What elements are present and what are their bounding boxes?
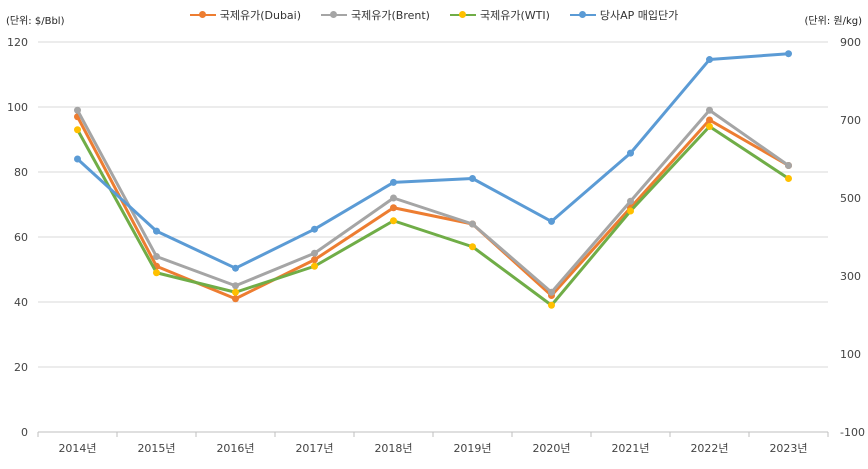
x-tick-label: 2019년 <box>453 442 491 455</box>
data-point <box>469 243 476 251</box>
series-line-3 <box>76 52 790 270</box>
left-axis-unit: (단위: $/Bbl) <box>6 16 65 27</box>
data-point <box>153 253 160 260</box>
data-point <box>232 295 239 303</box>
data-point <box>311 249 318 257</box>
data-point <box>706 116 713 124</box>
data-point <box>232 288 239 296</box>
x-tick-label: 2014년 <box>58 442 96 455</box>
data-point <box>390 204 397 212</box>
data-point <box>390 217 397 225</box>
y-right-tick-label: 300 <box>840 270 861 283</box>
data-point <box>390 178 397 186</box>
x-tick-label: 2017년 <box>295 442 333 455</box>
data-point <box>232 264 239 272</box>
legend-item-brent: 국제유가(Brent) <box>321 7 430 23</box>
data-point <box>311 262 318 270</box>
data-point <box>706 123 713 130</box>
data-point <box>390 194 397 202</box>
legend: 국제유가(Dubai) 국제유가(Brent) 국제유가(WTI) 당사AP 매… <box>0 7 868 23</box>
x-tick-label: 2022년 <box>690 442 728 455</box>
legend-item-ap-price: 당사AP 매입단가 <box>569 7 679 23</box>
legend-swatch-ap-price <box>569 11 596 18</box>
x-tick-label: 2020년 <box>532 442 570 455</box>
x-tick-label: 2023년 <box>769 442 807 455</box>
legend-item-wti: 국제유가(WTI) <box>449 7 550 23</box>
x-tick-label: 2015년 <box>137 442 175 455</box>
data-point <box>548 301 555 309</box>
y-left-tick-label: 20 <box>14 361 28 374</box>
data-point <box>311 256 318 264</box>
data-point <box>232 282 239 290</box>
y-right-tick-label: 900 <box>840 36 861 49</box>
data-point <box>74 155 81 163</box>
legend-swatch-wti <box>449 11 476 18</box>
data-point <box>469 175 476 182</box>
data-point <box>469 220 476 228</box>
y-left-tick-label: 0 <box>21 426 28 439</box>
x-tick-label: 2021년 <box>611 442 649 455</box>
data-point <box>74 126 81 134</box>
legend-swatch-dubai <box>189 11 216 18</box>
data-point <box>548 217 555 225</box>
data-point <box>785 50 792 58</box>
legend-label-dubai: 국제유가(Dubai) <box>219 9 302 22</box>
legend-item-dubai: 국제유가(Dubai) <box>189 7 302 23</box>
right-axis-unit: (단위: 원/kg) <box>804 16 862 27</box>
data-point <box>627 207 634 215</box>
y-right-tick-label: 100 <box>840 348 861 361</box>
data-point <box>785 175 792 182</box>
y-left-tick-label: 100 <box>7 101 28 114</box>
data-point <box>627 197 634 205</box>
data-point <box>153 227 160 235</box>
y-left-tick-label: 60 <box>14 231 28 244</box>
data-point <box>548 288 555 296</box>
legend-label-wti: 국제유가(WTI) <box>479 9 550 22</box>
legend-swatch-brent <box>321 11 348 18</box>
data-point <box>785 162 792 169</box>
y-right-tick-label: -100 <box>840 426 865 439</box>
data-point <box>311 225 318 233</box>
data-point <box>74 106 81 114</box>
y-right-tick-label: 700 <box>840 114 861 127</box>
y-left-tick-label: 80 <box>14 166 28 179</box>
legend-label-ap-price: 당사AP 매입단가 <box>599 9 679 22</box>
x-tick-label: 2018년 <box>374 442 412 455</box>
series-line-1 <box>76 108 790 294</box>
data-point <box>706 56 713 64</box>
legend-label-brent: 국제유가(Brent) <box>351 9 430 22</box>
data-point <box>153 269 160 277</box>
x-tick-label: 2016년 <box>216 442 254 455</box>
data-point <box>627 149 634 157</box>
y-right-tick-label: 500 <box>840 192 861 205</box>
series-line-2 <box>76 125 790 307</box>
y-left-tick-label: 120 <box>7 36 28 49</box>
data-point <box>706 106 713 114</box>
y-left-tick-label: 40 <box>14 296 28 309</box>
